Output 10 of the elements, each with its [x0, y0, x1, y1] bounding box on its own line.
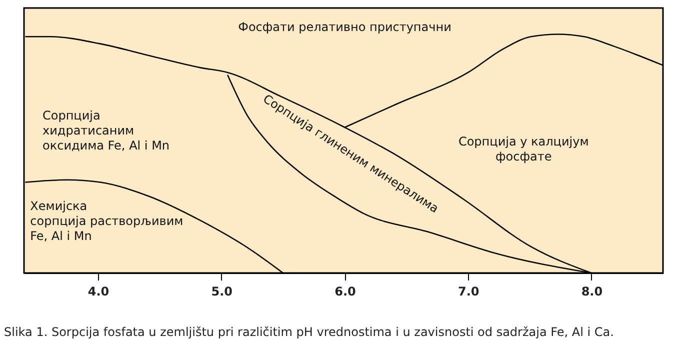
- text: Фосфати релативно приступачни: [238, 20, 452, 34]
- text: Slika 1. Sorpcija fosfata u zemljištu pri različitim pH vrednostima i u zavisnosti od sadržaja Fe, Al i Ca.: [4, 325, 614, 339]
- x-tick-label: 4.0: [88, 284, 110, 298]
- x-tick-label: 8.0: [581, 284, 603, 298]
- x-tick-label: 7.0: [458, 284, 480, 298]
- annotation: Сорпција хидратисаним оксидима Fe, Al i Mn: [42, 108, 170, 152]
- annotation: Хемијска сорпција растворљивим Fe, Al i Mn: [30, 199, 184, 244]
- x-tick-label: 5.0: [211, 284, 233, 298]
- annotation: Сорпција у калцијум фосфате: [458, 134, 589, 164]
- x-tick-label: 6.0: [334, 284, 356, 298]
